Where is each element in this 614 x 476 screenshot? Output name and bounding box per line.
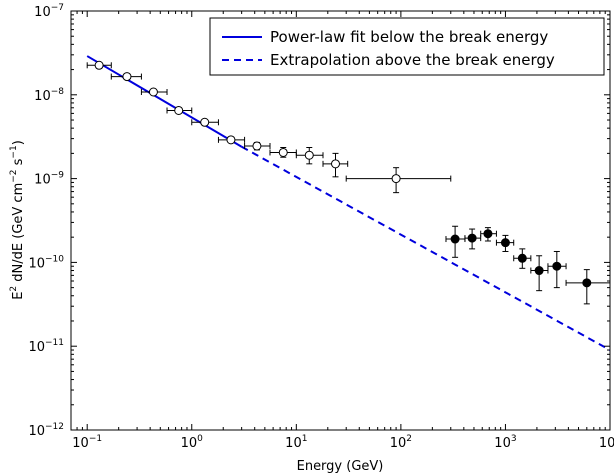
- open-data-point: [217, 135, 246, 145]
- data-marker: [582, 278, 592, 288]
- y-tick-label: 10−8: [34, 87, 64, 104]
- open-data-point: [244, 141, 271, 151]
- fit-line: [86, 55, 243, 148]
- x-tick-label: 103: [494, 434, 516, 451]
- data-marker: [450, 234, 460, 244]
- data-marker: [467, 233, 477, 243]
- data-marker: [552, 261, 562, 271]
- filled-data-point: [547, 250, 567, 289]
- data-marker: [122, 72, 132, 82]
- x-tick-label: 102: [390, 434, 412, 451]
- y-axis-title-part: dN/dE (GeV cm: [11, 183, 26, 286]
- plot-frame: [70, 10, 611, 431]
- y-tick-label: 10−12: [28, 422, 64, 439]
- y-tick-label: 10−7: [34, 3, 64, 20]
- data-marker: [500, 238, 510, 248]
- x-tick-label: 100: [181, 434, 204, 451]
- data-marker: [200, 117, 210, 127]
- y-axis-title-sup: −2: [9, 169, 19, 182]
- open-data-point: [166, 105, 193, 115]
- legend-box: [209, 17, 605, 76]
- plot-area: [86, 55, 611, 351]
- filled-data-point: [513, 248, 532, 269]
- y-tick-label: 10−9: [34, 171, 64, 188]
- data-marker: [331, 159, 341, 169]
- data-marker: [391, 174, 401, 184]
- tick-labels: 10−1 100 101 102 103 104 10−12 10−11 10−10 10−9 10…: [28, 3, 614, 451]
- legend-label-fit: Power-law fit below the break energy: [270, 28, 548, 46]
- filled-data-point: [565, 269, 611, 305]
- data-marker: [534, 266, 544, 276]
- x-axis-title: Energy (GeV): [297, 459, 384, 474]
- open-data-point: [140, 87, 168, 97]
- legend: Power-law fit below the break energy Ext…: [209, 17, 605, 76]
- filled-data-point: [445, 225, 466, 258]
- filled-data-point: [530, 255, 549, 292]
- y-axis-title-part: s: [11, 158, 26, 169]
- y-axis-title-part: E: [11, 292, 26, 300]
- open-data-point: [322, 152, 349, 178]
- y-axis-title-sup: −1: [9, 145, 19, 158]
- data-marker: [483, 229, 493, 239]
- data-marker: [304, 150, 314, 160]
- open-data-point: [191, 117, 219, 127]
- y-axis-title: E2 dN/dE (GeV cm−2 s−1): [9, 140, 26, 300]
- open-data-point: [269, 147, 297, 158]
- open-data-point: [295, 147, 324, 165]
- legend-label-extrapolation: Extrapolation above the break energy: [270, 51, 555, 69]
- y-tick-label: 10−10: [28, 254, 64, 271]
- open-data-point: [345, 167, 452, 194]
- y-tick-label: 10−11: [28, 338, 64, 355]
- data-marker: [252, 141, 262, 151]
- filled-data-point: [464, 228, 482, 250]
- data-marker: [278, 147, 288, 157]
- data-marker: [94, 60, 104, 70]
- x-tick-label: 101: [285, 434, 307, 451]
- x-tick-label: 10−1: [72, 434, 102, 451]
- open-data-point: [86, 60, 112, 70]
- filled-data-point: [495, 234, 515, 252]
- x-tick-label: 104: [599, 434, 614, 451]
- data-marker: [148, 87, 158, 97]
- y-axis-title-part: ): [11, 140, 26, 145]
- extrapolation-line: [241, 145, 611, 351]
- data-marker: [517, 253, 527, 263]
- data-marker: [174, 105, 184, 115]
- filled-data-point: [480, 227, 497, 242]
- open-data-point: [110, 72, 142, 82]
- data-marker: [226, 135, 236, 145]
- y-axis-title-sup: 2: [9, 286, 19, 292]
